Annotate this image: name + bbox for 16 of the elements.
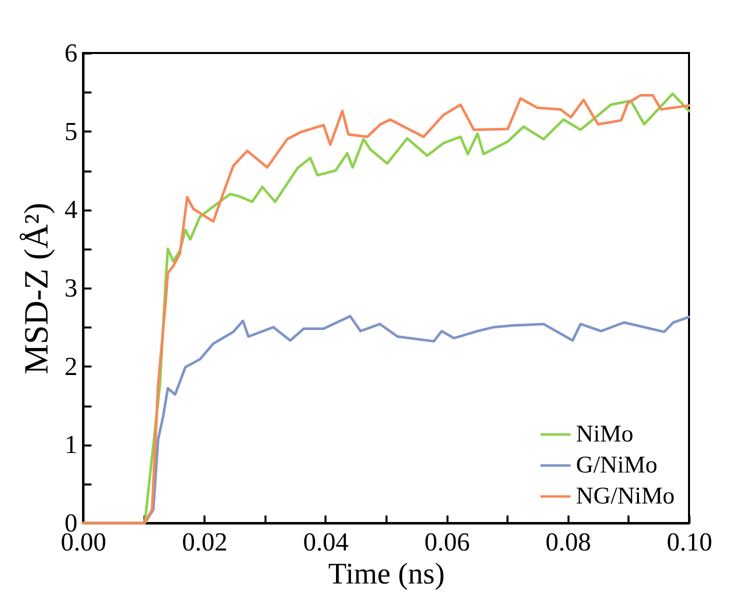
legend-label: G/NiMo bbox=[576, 452, 658, 478]
x-tick-label: 0.06 bbox=[424, 528, 470, 556]
x-tick-label: 0.08 bbox=[546, 528, 592, 556]
y-tick-label: 4 bbox=[64, 195, 78, 224]
y-tick-label: 5 bbox=[64, 116, 78, 146]
y-axis-title: MSD-Z (Å²) bbox=[18, 202, 56, 374]
x-tick-label: 0.10 bbox=[666, 528, 712, 556]
y-tick-label: 6 bbox=[64, 38, 78, 68]
x-tick-label: 0.02 bbox=[182, 528, 228, 556]
legend-label: NiMo bbox=[576, 422, 634, 448]
legend-label: NG/NiMo bbox=[576, 484, 675, 510]
y-tick-label: 1 bbox=[64, 430, 78, 460]
y-tick-label: 3 bbox=[64, 274, 78, 302]
x-tick-label: 0.04 bbox=[303, 528, 349, 556]
y-tick-label: 2 bbox=[64, 352, 78, 381]
x-axis-title: Time (ns) bbox=[328, 558, 445, 590]
